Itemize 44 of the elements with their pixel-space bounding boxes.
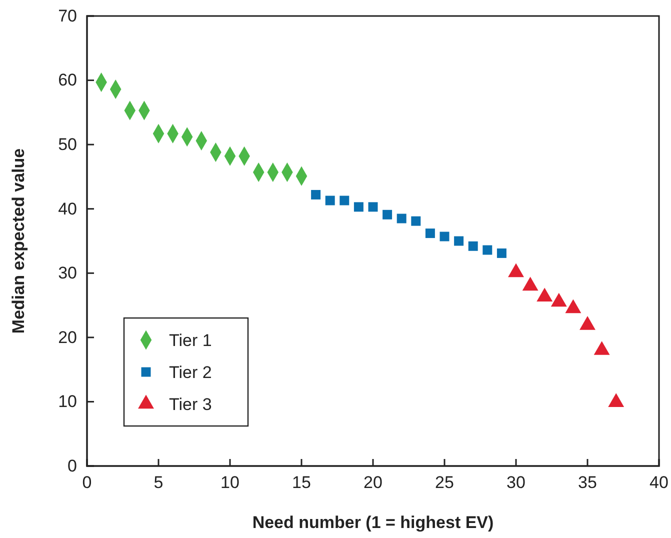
point [454,236,464,246]
y-tick-label: 40 [58,199,77,218]
point [522,276,538,291]
x-tick-label: 20 [364,473,382,492]
point [425,228,435,238]
y-tick-label: 60 [58,70,77,90]
x-tick-label: 10 [220,473,240,492]
point [382,210,392,220]
point [508,263,524,278]
x-tick-label: 35 [578,473,597,492]
point [354,202,364,212]
point [565,299,582,314]
point [340,196,350,206]
x-tick-label: 40 [650,473,668,492]
y-tick-label: 20 [58,328,77,347]
legend-label: Tier 3 [169,394,212,414]
x-tick-label: 15 [292,473,311,492]
y-tick-label: 50 [58,135,77,154]
x-tick-label: 5 [154,473,164,492]
point [440,232,450,242]
point [580,316,596,330]
point [311,190,321,200]
legend-label: Tier 1 [169,330,212,350]
point [550,292,567,307]
point [325,196,335,206]
point [608,393,624,407]
y-tick-label: 10 [58,392,77,412]
point [411,216,421,226]
y-tick-label: 70 [58,6,77,26]
x-tick-label: 30 [506,473,526,492]
y-axis-title: Median expected value [9,148,28,334]
y-tick-label: 30 [58,264,77,283]
point [396,214,406,224]
point [482,245,492,255]
x-tick-label: 25 [435,473,454,492]
point [594,341,610,355]
y-tick-label: 0 [68,456,77,476]
point [468,241,478,251]
x-tick-label: 0 [82,473,92,492]
legend-label: Tier 2 [169,362,212,382]
x-axis-title: Need number (1 = highest EV) [252,513,494,532]
point [496,248,506,258]
point [368,202,378,212]
point [536,288,553,302]
